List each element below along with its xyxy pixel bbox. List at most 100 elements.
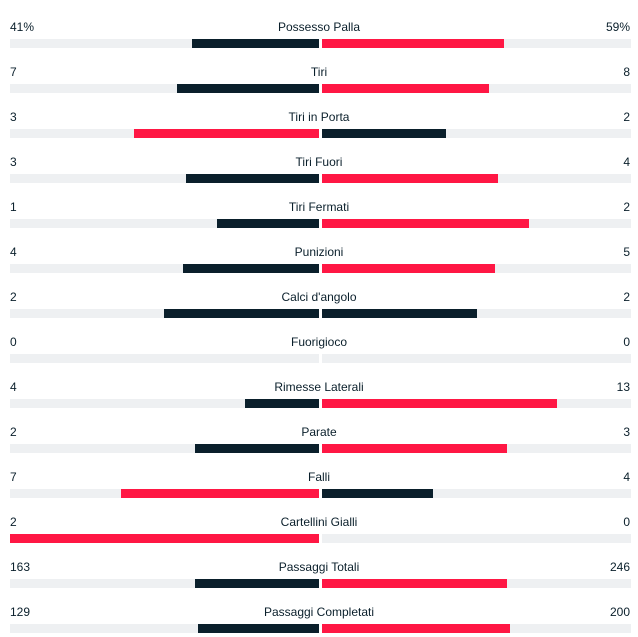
home-bar-fill	[192, 39, 319, 48]
stat-row-punizioni: 4 Punizioni 5	[0, 232, 638, 277]
away-bar-fill	[322, 399, 557, 408]
stat-name: Calci d'angolo	[281, 290, 357, 304]
home-value: 3	[10, 110, 17, 124]
away-bar-fill	[322, 174, 498, 183]
away-bar-fill	[322, 219, 529, 228]
away-bar-track	[322, 174, 631, 183]
home-value: 7	[10, 65, 17, 79]
away-bar-fill	[322, 129, 446, 138]
away-bar-fill	[322, 39, 504, 48]
stat-row-fuorigioco: 0 Fuorigioco 0	[0, 322, 638, 367]
home-bar-track	[10, 444, 319, 453]
away-value: 2	[623, 290, 630, 304]
stat-row-passaggi-completati: 129 Passaggi Completati 200	[0, 592, 638, 637]
home-bar-track	[10, 354, 319, 363]
away-bar-track	[322, 84, 631, 93]
home-bar-fill	[134, 129, 319, 138]
home-value: 1	[10, 200, 17, 214]
home-bar-fill	[195, 444, 319, 453]
away-bar-fill	[322, 264, 495, 273]
away-value: 13	[616, 380, 630, 394]
away-value: 3	[623, 425, 630, 439]
home-bar-track	[10, 219, 319, 228]
stat-name: Tiri Fermati	[288, 200, 350, 214]
home-bar-track	[10, 174, 319, 183]
home-bar-track	[10, 264, 319, 273]
stat-row-possesso-palla: 41% Possesso Palla 59%	[0, 7, 638, 52]
stat-name: Passaggi Completati	[263, 605, 375, 619]
home-bar-fill	[245, 399, 319, 408]
stat-name: Falli	[307, 470, 330, 484]
away-bar-fill	[322, 579, 507, 588]
home-bar-track	[10, 309, 319, 318]
stat-row-cartellini-gialli: 2 Cartellini Gialli 0	[0, 502, 638, 547]
away-bar-track	[322, 534, 631, 543]
away-value: 2	[623, 200, 630, 214]
home-bar-track	[10, 84, 319, 93]
away-bar-track	[322, 129, 631, 138]
home-bar-fill	[195, 579, 319, 588]
home-bar-track	[10, 489, 319, 498]
away-bar-fill	[322, 84, 489, 93]
home-bar-track	[10, 129, 319, 138]
home-value: 4	[10, 380, 17, 394]
away-bar-track	[322, 309, 631, 318]
home-bar-fill	[164, 309, 319, 318]
stat-name: Punizioni	[294, 245, 344, 259]
home-bar-fill	[121, 489, 319, 498]
home-bar-fill	[10, 534, 319, 543]
home-bar-fill	[183, 264, 319, 273]
home-value: 2	[10, 425, 17, 439]
stat-row-rimesse-laterali: 4 Rimesse Laterali 13	[0, 367, 638, 412]
away-value: 0	[623, 335, 630, 349]
home-bar-track	[10, 39, 319, 48]
away-bar-fill	[322, 444, 507, 453]
home-bar-fill	[198, 624, 319, 633]
stat-row-parate: 2 Parate 3	[0, 412, 638, 457]
home-value: 2	[10, 515, 17, 529]
home-bar-track	[10, 399, 319, 408]
away-bar-track	[322, 399, 631, 408]
away-bar-fill	[322, 624, 510, 633]
home-value: 41%	[10, 20, 35, 34]
home-bar-fill	[186, 174, 319, 183]
stat-name: Rimesse Laterali	[274, 380, 364, 394]
home-bar-track	[10, 534, 319, 543]
home-bar-track	[10, 579, 319, 588]
stat-name: Tiri in Porta	[288, 110, 350, 124]
away-bar-track	[322, 39, 631, 48]
stat-row-tiri-fuori: 3 Tiri Fuori 4	[0, 142, 638, 187]
stat-row-tiri-fermati: 1 Tiri Fermati 2	[0, 187, 638, 232]
away-bar-track	[322, 489, 631, 498]
away-bar-track	[322, 579, 631, 588]
stat-row-tiri-in-porta: 3 Tiri in Porta 2	[0, 97, 638, 142]
stat-name: Tiri Fuori	[295, 155, 343, 169]
stat-name: Possesso Palla	[277, 20, 361, 34]
stat-name: Parate	[301, 425, 337, 439]
away-bar-track	[322, 219, 631, 228]
stat-row-calci-d-angolo: 2 Calci d'angolo 2	[0, 277, 638, 322]
away-bar-fill	[322, 489, 433, 498]
home-value: 129	[10, 605, 31, 619]
away-value: 4	[623, 155, 630, 169]
away-bar-track	[322, 354, 631, 363]
away-value: 0	[623, 515, 630, 529]
stat-name: Cartellini Gialli	[280, 515, 358, 529]
away-value: 5	[623, 245, 630, 259]
home-value: 3	[10, 155, 17, 169]
stat-row-falli: 7 Falli 4	[0, 457, 638, 502]
away-value: 246	[609, 560, 630, 574]
home-value: 7	[10, 470, 17, 484]
home-value: 163	[10, 560, 31, 574]
away-value: 8	[623, 65, 630, 79]
home-bar-fill	[217, 219, 319, 228]
away-value: 4	[623, 470, 630, 484]
home-value: 2	[10, 290, 17, 304]
away-bar-track	[322, 264, 631, 273]
home-value: 4	[10, 245, 17, 259]
stat-row-passaggi-totali: 163 Passaggi Totali 246	[0, 547, 638, 592]
away-value: 59%	[605, 20, 630, 34]
home-bar-fill	[177, 84, 319, 93]
stat-name: Passaggi Totali	[278, 560, 360, 574]
